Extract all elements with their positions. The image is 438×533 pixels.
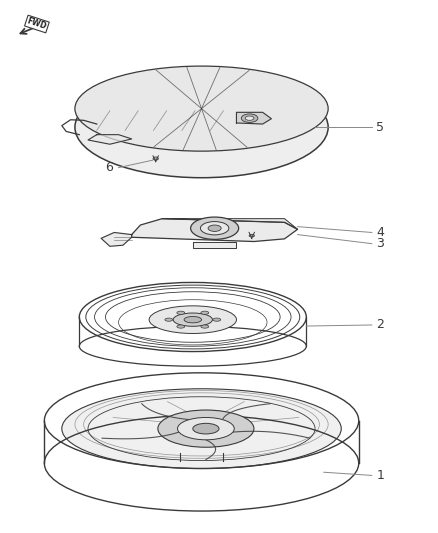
Ellipse shape (158, 410, 254, 447)
Ellipse shape (177, 311, 185, 314)
Ellipse shape (245, 116, 254, 120)
Polygon shape (193, 241, 237, 248)
Ellipse shape (177, 325, 185, 328)
Ellipse shape (75, 77, 328, 177)
Ellipse shape (249, 235, 254, 237)
Polygon shape (132, 219, 297, 241)
Ellipse shape (177, 417, 234, 440)
Text: 3: 3 (376, 237, 384, 250)
Ellipse shape (62, 389, 341, 469)
Ellipse shape (184, 317, 201, 323)
Ellipse shape (191, 217, 239, 239)
Polygon shape (88, 135, 132, 144)
Text: 1: 1 (376, 469, 384, 482)
Ellipse shape (201, 222, 229, 235)
Ellipse shape (153, 157, 158, 160)
Ellipse shape (165, 318, 173, 321)
Text: 5: 5 (376, 120, 384, 134)
Polygon shape (101, 232, 132, 246)
Ellipse shape (201, 311, 209, 314)
Ellipse shape (241, 114, 258, 123)
Ellipse shape (213, 318, 221, 321)
Polygon shape (237, 112, 272, 124)
Ellipse shape (149, 306, 237, 334)
Text: 4: 4 (376, 226, 384, 239)
Ellipse shape (75, 66, 328, 151)
Ellipse shape (201, 325, 209, 328)
Ellipse shape (193, 423, 219, 434)
Text: FWD: FWD (26, 17, 48, 31)
Ellipse shape (173, 313, 212, 326)
Ellipse shape (208, 225, 221, 231)
Text: 6: 6 (106, 161, 113, 174)
Text: 2: 2 (376, 319, 384, 332)
Polygon shape (162, 219, 297, 229)
